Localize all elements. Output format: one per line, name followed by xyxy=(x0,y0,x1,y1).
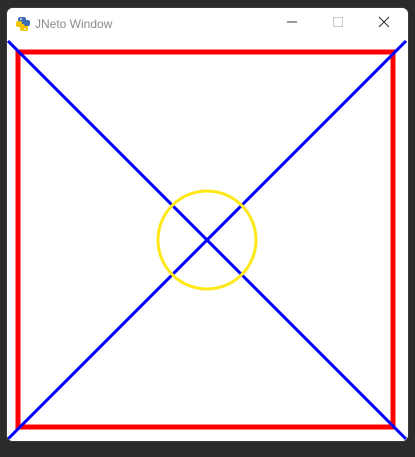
maximize-button[interactable] xyxy=(315,8,361,40)
red-square xyxy=(15,49,396,430)
diagonal-line-2 xyxy=(7,39,408,441)
close-icon xyxy=(378,15,390,33)
drawing-surface xyxy=(7,39,408,441)
app-window: JNeto Window xyxy=(7,8,408,441)
minimize-button[interactable] xyxy=(269,8,315,40)
window-title: JNeto Window xyxy=(35,17,113,31)
python-snake-icon xyxy=(15,16,31,32)
drawing-canvas[interactable] xyxy=(7,39,408,441)
minimize-icon xyxy=(286,15,298,33)
maximize-icon xyxy=(332,15,344,33)
close-button[interactable] xyxy=(361,8,407,40)
yellow-circle xyxy=(156,189,258,291)
title-bar[interactable]: JNeto Window xyxy=(7,8,408,40)
